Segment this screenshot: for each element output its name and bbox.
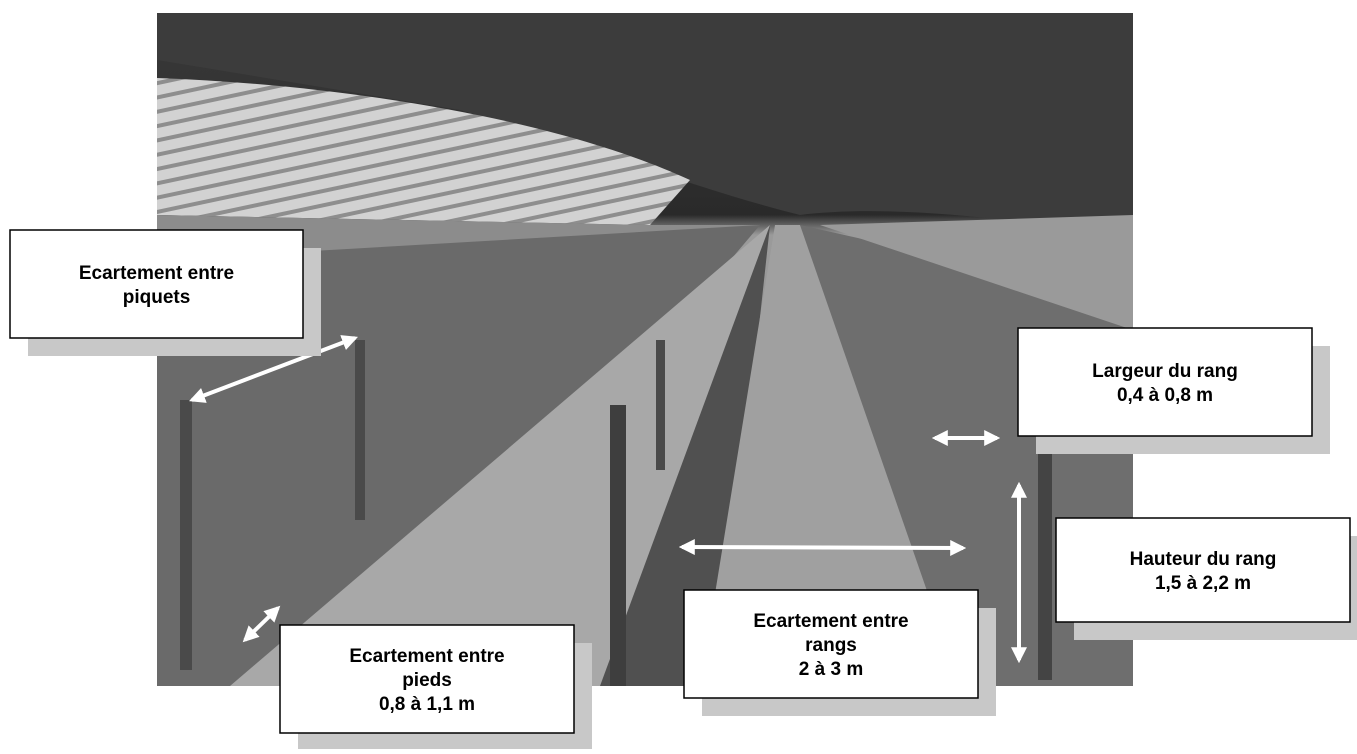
label-box: Hauteur du rang 1,5 à 2,2 m	[1056, 518, 1357, 640]
label-text: pieds	[402, 670, 452, 691]
label-text: piquets	[123, 287, 191, 308]
label-box: Ecartement entre rangs 2 à 3 m	[684, 590, 996, 716]
box	[10, 230, 303, 338]
label-box: Ecartement entre piquets	[10, 230, 321, 356]
label-text: 0,8 à 1,1 m	[379, 694, 475, 715]
label-text: Ecartement entre	[753, 611, 908, 632]
label-text: Largeur du rang	[1092, 361, 1238, 382]
box	[1056, 518, 1350, 622]
label-text: rangs	[805, 635, 857, 656]
label-box: Largeur du rang 0,4 à 0,8 m	[1018, 328, 1330, 454]
arrow	[682, 547, 963, 548]
box	[1018, 328, 1312, 436]
label-box: Ecartement entre pieds 0,8 à 1,1 m	[280, 625, 592, 749]
label-text: Ecartement entre	[349, 646, 504, 667]
diagram: Ecartement entre piquets Largeur du rang 0,…	[0, 0, 1357, 749]
label-text: 1,5 à 2,2 m	[1155, 573, 1251, 594]
label-text: Hauteur du rang	[1130, 549, 1277, 570]
label-text: 2 à 3 m	[799, 659, 863, 680]
label-text: Ecartement entre	[79, 263, 234, 284]
label-text: 0,4 à 0,8 m	[1117, 385, 1213, 406]
